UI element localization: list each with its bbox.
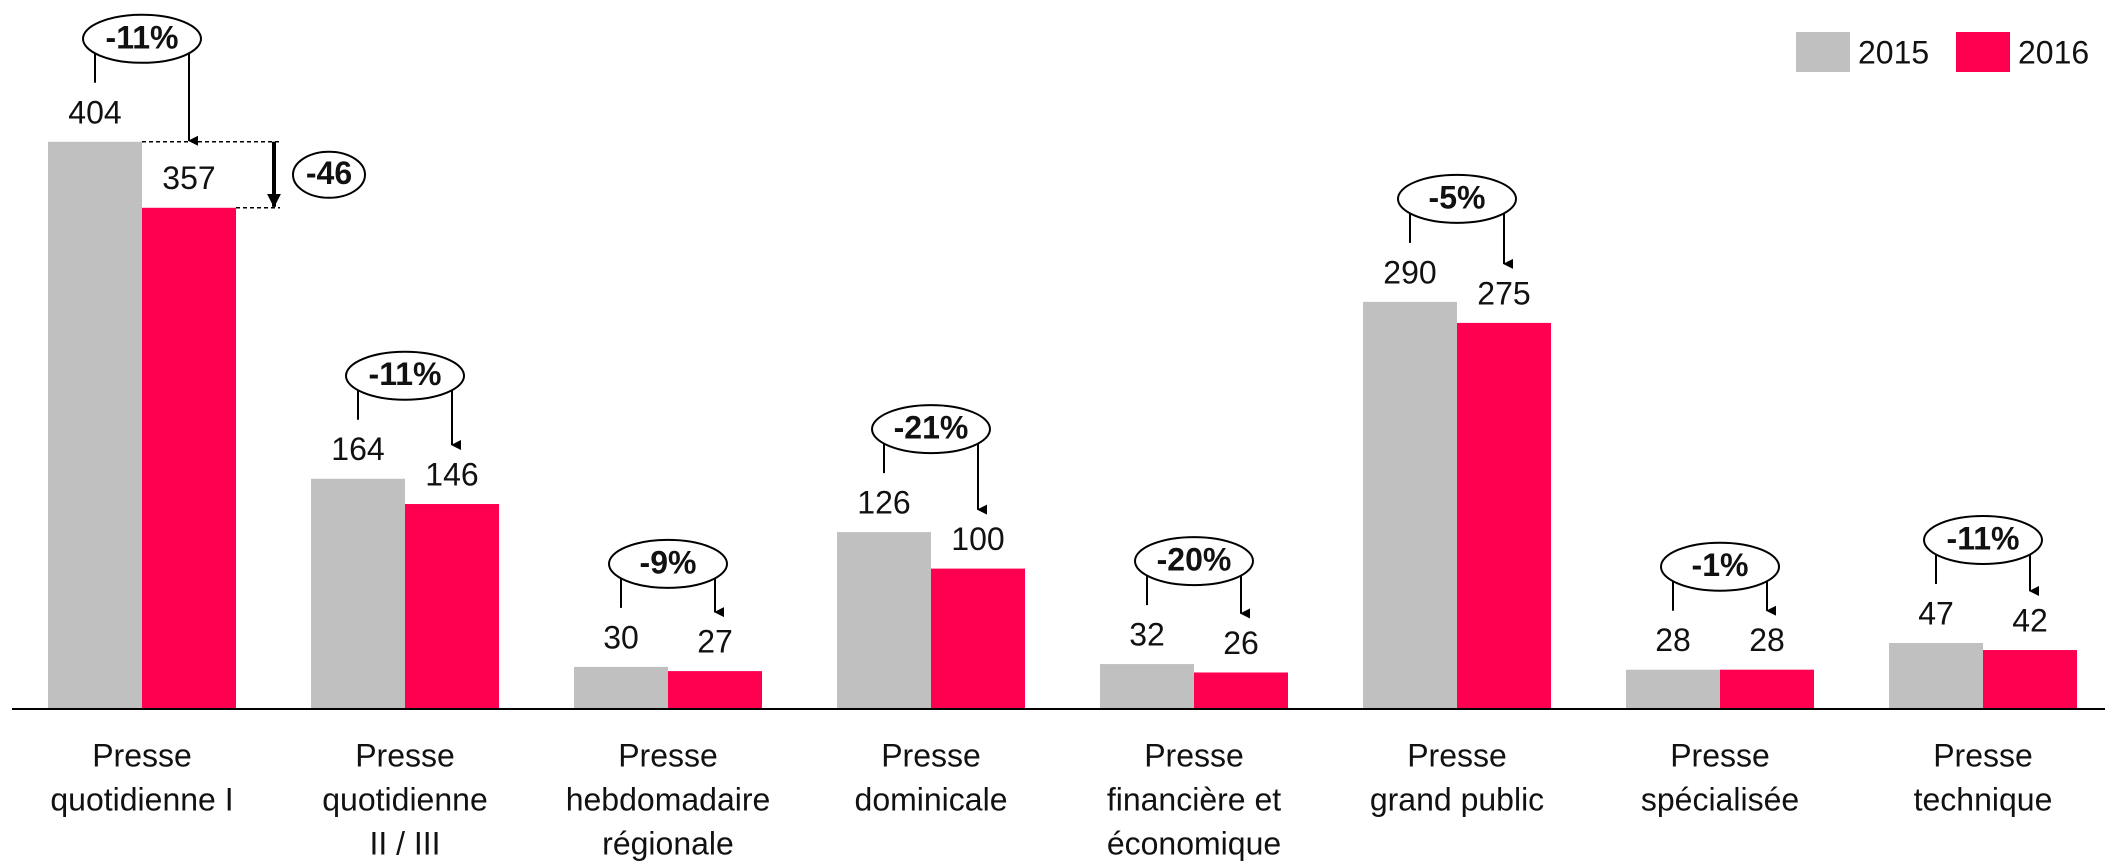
change-bubble [1923,515,2043,566]
difference-label: -46 [306,155,352,191]
value-label: 47 [1918,595,1954,631]
value-label: 357 [162,160,215,196]
value-label: 28 [1749,622,1785,658]
change-label: -1% [1692,547,1749,583]
x-tick-label: Presse [1407,737,1507,773]
legend-label: 2015 [1858,34,1929,70]
value-label: 164 [331,431,384,467]
change-bubble [82,13,202,64]
value-label: 27 [697,624,733,660]
x-tick-label: grand public [1370,781,1544,817]
bar [1457,322,1551,709]
value-label: 28 [1655,622,1691,658]
x-tick-label: Presse [618,737,718,773]
change-bubble [345,350,465,401]
value-label: 126 [857,485,910,521]
x-tick-label: technique [1914,781,2053,817]
bar [1363,301,1457,709]
change-bubble [1660,541,1780,592]
x-tick-label: économique [1107,825,1281,861]
bar [405,504,499,709]
value-label: 275 [1477,275,1530,311]
bar [574,666,668,709]
value-label: 404 [68,94,121,130]
change-bubble [871,404,991,455]
x-tick-label: Presse [355,737,455,773]
change-label: -9% [640,544,697,580]
value-label: 26 [1223,625,1259,661]
change-label: -20% [1157,542,1232,578]
change-label: -11% [106,19,179,55]
bar [668,671,762,709]
legend-swatch [1956,32,2010,72]
bar [311,478,405,709]
bar [48,141,142,710]
bar [1720,669,1814,709]
bar [142,207,236,709]
x-tick-label: hebdomadaire [566,781,771,817]
legend-label: 2016 [2018,34,2089,70]
bar [1100,664,1194,709]
bar [1889,643,1983,709]
x-tick-label: II / III [369,825,440,861]
value-label: 290 [1383,254,1436,290]
x-tick-label: Presse [1933,737,2033,773]
value-label: 146 [425,456,478,492]
value-label: 30 [603,619,639,655]
bar [1983,650,2077,709]
value-label: 42 [2012,602,2048,638]
bar [837,532,931,709]
value-label: 100 [951,521,1004,557]
change-bubble [1397,173,1517,224]
legend-swatch [1796,32,1850,72]
change-label: -11% [369,356,442,392]
bar [1194,672,1288,709]
x-tick-label: Presse [92,737,192,773]
x-tick-label: Presse [1670,737,1770,773]
change-label: -21% [894,410,969,446]
x-tick-label: Presse [1144,737,1244,773]
change-bubble [1134,536,1254,587]
difference-bubble [292,150,366,199]
x-tick-label: quotidienne [322,781,487,817]
x-tick-label: financière et [1107,781,1281,817]
x-tick-label: dominicale [855,781,1008,817]
x-tick-label: spécialisée [1641,781,1799,817]
change-label: -11% [1947,520,2020,556]
value-label: 32 [1129,617,1165,653]
change-label: -5% [1429,179,1486,215]
x-tick-label: régionale [602,825,734,861]
bar [1626,669,1720,709]
x-tick-label: quotidienne I [50,781,233,817]
bar [931,568,1025,709]
change-bubble [608,538,728,589]
x-tick-label: Presse [881,737,981,773]
